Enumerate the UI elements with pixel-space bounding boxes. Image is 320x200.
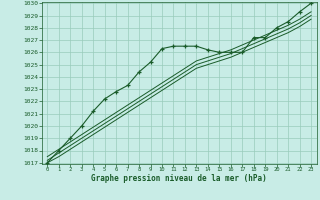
X-axis label: Graphe pression niveau de la mer (hPa): Graphe pression niveau de la mer (hPa) (91, 174, 267, 183)
